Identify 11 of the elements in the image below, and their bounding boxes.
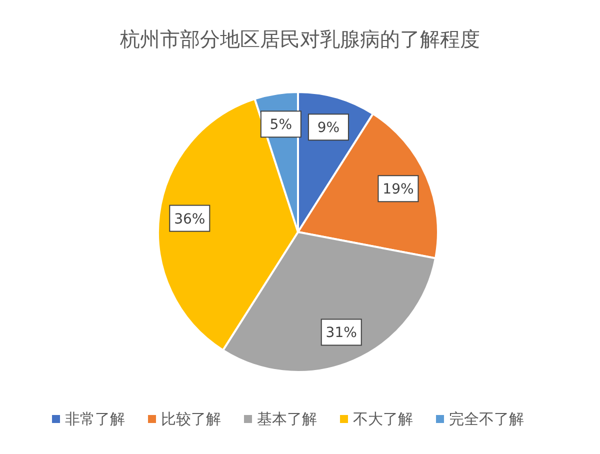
data-label: 5% (270, 117, 292, 134)
data-label: 36% (174, 211, 206, 228)
legend-label: 基本了解 (257, 410, 317, 428)
chart-title: 杭州市部分地区居民对乳腺病的了解程度 (119, 27, 480, 51)
legend-label: 非常了解 (65, 410, 125, 428)
data-label: 31% (326, 325, 357, 342)
legend-label: 比较了解 (161, 410, 221, 428)
data-label: 9% (317, 120, 340, 136)
legend-label: 完全不了解 (449, 410, 524, 428)
legend-label: 不大了解 (353, 410, 413, 428)
data-label: 19% (382, 182, 414, 198)
